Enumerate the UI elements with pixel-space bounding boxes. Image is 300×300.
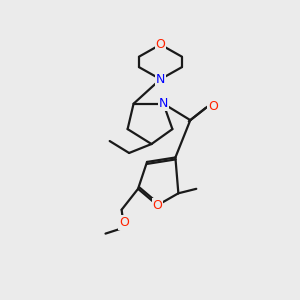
Text: O: O: [152, 199, 162, 212]
Text: N: N: [156, 73, 165, 86]
Text: O: O: [155, 38, 165, 51]
Text: O: O: [208, 100, 218, 113]
Text: O: O: [119, 216, 129, 229]
Text: N: N: [159, 97, 168, 110]
